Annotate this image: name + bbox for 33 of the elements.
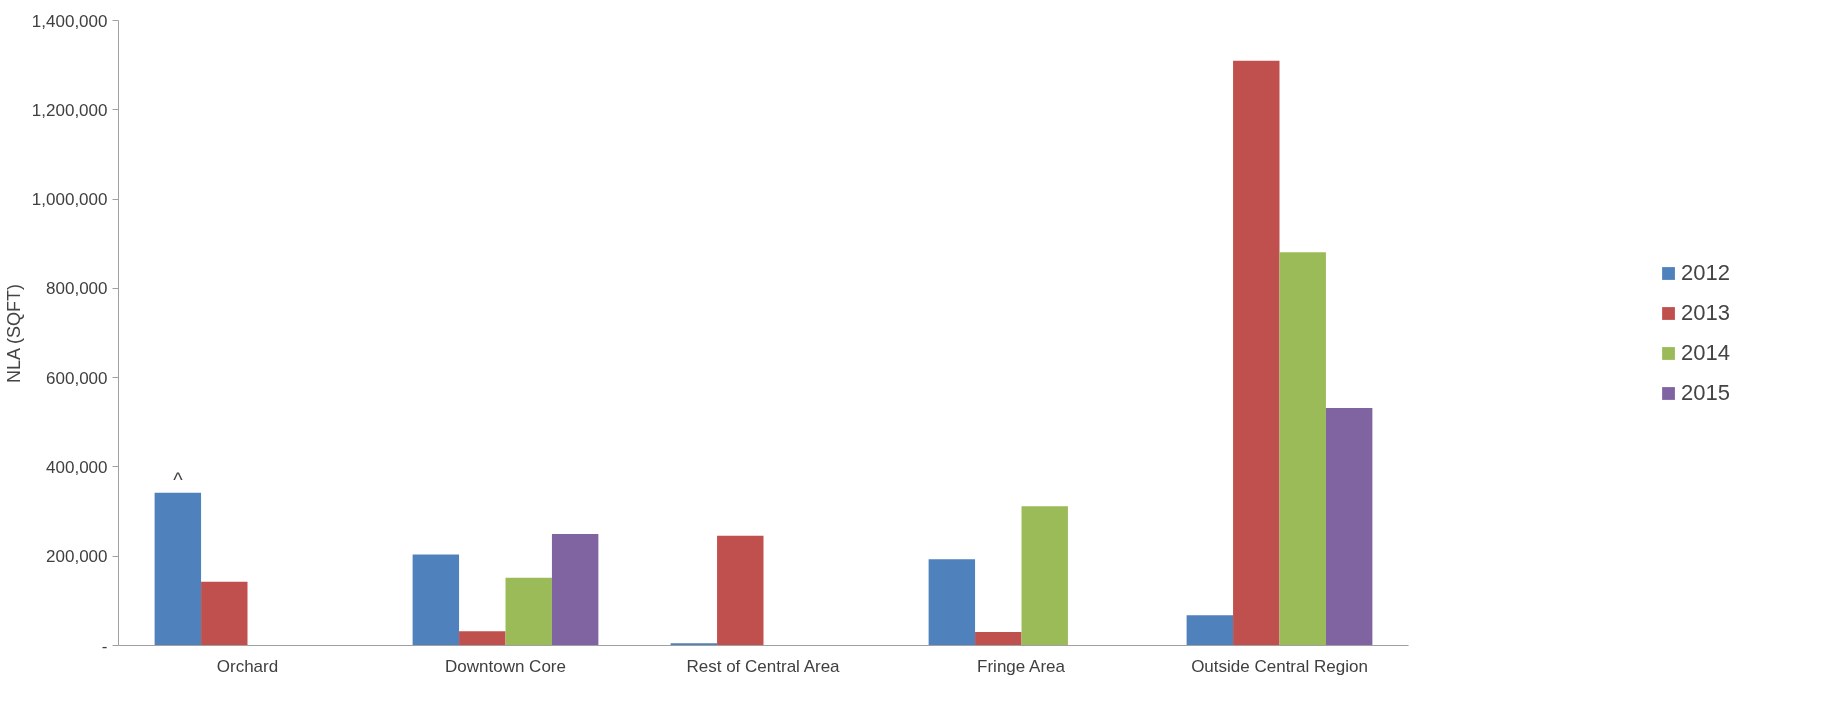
legend-label: 2015 bbox=[1681, 379, 1730, 406]
bar bbox=[1325, 408, 1373, 646]
x-tick-label: Downtown Core bbox=[445, 656, 566, 676]
y-tick-label: 800,000 bbox=[46, 279, 108, 299]
bar bbox=[1186, 615, 1234, 646]
y-tick-label: 200,000 bbox=[46, 547, 108, 567]
x-tick-label: Orchard bbox=[216, 656, 279, 676]
y-tick-label: 1,200,000 bbox=[31, 100, 108, 120]
y-tick-label: 1,400,000 bbox=[31, 11, 108, 31]
legend-label: 2013 bbox=[1681, 299, 1730, 326]
y-axis-title: NLA (SQFT) bbox=[3, 283, 24, 383]
x-tick-label: Fringe Area bbox=[977, 656, 1066, 676]
bar bbox=[1233, 60, 1280, 646]
bar bbox=[1021, 506, 1068, 646]
x-tick-label: Rest of Central Area bbox=[686, 656, 841, 676]
legend-label: 2014 bbox=[1681, 339, 1730, 366]
annotation: ^ bbox=[173, 468, 184, 491]
bar bbox=[459, 631, 506, 646]
bar bbox=[154, 492, 202, 646]
bar bbox=[551, 533, 599, 646]
bar bbox=[1279, 252, 1326, 646]
y-tick-label: - bbox=[101, 636, 108, 656]
bar bbox=[201, 581, 248, 646]
y-tick-label: 1,000,000 bbox=[31, 190, 108, 210]
bar bbox=[928, 559, 976, 646]
bar bbox=[505, 577, 552, 646]
bar bbox=[412, 554, 460, 646]
y-tick-label: 600,000 bbox=[46, 368, 108, 388]
x-tick-label: Outside Central Region bbox=[1191, 656, 1368, 676]
legend-label: 2012 bbox=[1681, 259, 1730, 286]
bar bbox=[717, 535, 764, 646]
bar bbox=[975, 632, 1022, 646]
y-tick-label: 400,000 bbox=[46, 457, 108, 477]
